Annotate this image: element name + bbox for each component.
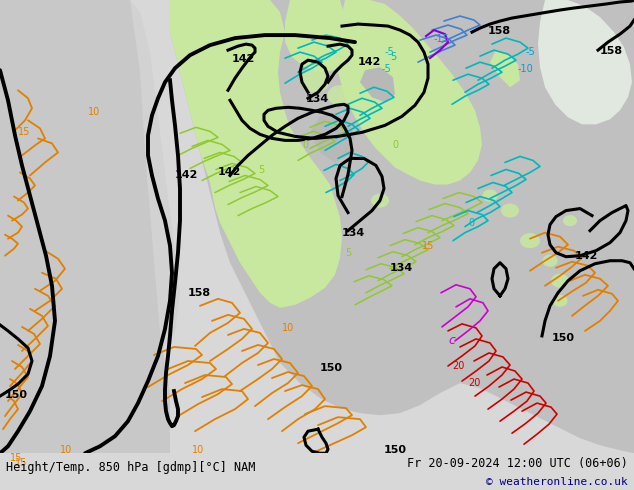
Text: 150: 150 bbox=[552, 333, 575, 343]
Text: 134: 134 bbox=[306, 94, 329, 104]
Text: 158: 158 bbox=[188, 288, 211, 298]
Text: 142: 142 bbox=[358, 57, 382, 67]
Text: 10: 10 bbox=[88, 107, 100, 117]
Text: 158: 158 bbox=[600, 46, 623, 56]
Text: 5: 5 bbox=[390, 52, 396, 62]
Text: 150: 150 bbox=[384, 445, 407, 455]
Polygon shape bbox=[0, 0, 170, 453]
Text: 5: 5 bbox=[345, 248, 351, 258]
Ellipse shape bbox=[370, 111, 390, 129]
Ellipse shape bbox=[520, 233, 540, 248]
Text: -5: -5 bbox=[526, 47, 536, 57]
Polygon shape bbox=[0, 0, 180, 453]
Ellipse shape bbox=[552, 295, 567, 307]
Polygon shape bbox=[170, 0, 342, 308]
Ellipse shape bbox=[391, 78, 409, 93]
Text: 134: 134 bbox=[342, 228, 365, 238]
Text: 15: 15 bbox=[18, 127, 30, 137]
Polygon shape bbox=[490, 50, 520, 87]
Text: Fr 20-09-2024 12:00 UTC (06+06): Fr 20-09-2024 12:00 UTC (06+06) bbox=[407, 457, 628, 470]
Text: 15: 15 bbox=[15, 458, 27, 468]
Text: 142: 142 bbox=[232, 54, 256, 64]
Text: 0: 0 bbox=[392, 141, 398, 150]
Text: -5: -5 bbox=[382, 64, 392, 74]
Text: -5: -5 bbox=[385, 47, 395, 57]
Ellipse shape bbox=[501, 203, 519, 218]
Text: -10: -10 bbox=[518, 64, 534, 74]
Text: 142: 142 bbox=[575, 251, 598, 261]
Text: 150: 150 bbox=[5, 390, 28, 400]
Text: © weatheronline.co.uk: © weatheronline.co.uk bbox=[486, 477, 628, 487]
Ellipse shape bbox=[408, 131, 432, 149]
Text: 134: 134 bbox=[390, 263, 413, 273]
Text: 20: 20 bbox=[468, 378, 481, 388]
Ellipse shape bbox=[563, 215, 577, 226]
Text: 142: 142 bbox=[218, 168, 242, 177]
Polygon shape bbox=[538, 0, 632, 124]
Text: 142: 142 bbox=[175, 171, 198, 180]
Ellipse shape bbox=[429, 150, 451, 167]
Ellipse shape bbox=[551, 274, 569, 288]
Text: 10: 10 bbox=[192, 445, 204, 455]
Polygon shape bbox=[360, 67, 395, 102]
Text: 20: 20 bbox=[452, 361, 464, 371]
Ellipse shape bbox=[328, 85, 353, 105]
Ellipse shape bbox=[543, 255, 557, 267]
Text: 10: 10 bbox=[60, 445, 72, 455]
Ellipse shape bbox=[482, 190, 498, 201]
Text: Height/Temp. 850 hPa [gdmp][°C] NAM: Height/Temp. 850 hPa [gdmp][°C] NAM bbox=[6, 461, 256, 474]
Text: c: c bbox=[448, 334, 455, 347]
Text: -15: -15 bbox=[434, 34, 450, 44]
Ellipse shape bbox=[300, 68, 330, 93]
Ellipse shape bbox=[371, 194, 389, 208]
Polygon shape bbox=[310, 112, 355, 163]
Text: 15: 15 bbox=[422, 241, 434, 251]
Ellipse shape bbox=[240, 48, 260, 63]
Polygon shape bbox=[335, 0, 482, 185]
Text: 150: 150 bbox=[320, 363, 343, 373]
Text: 10: 10 bbox=[282, 323, 294, 333]
Text: 0: 0 bbox=[468, 218, 474, 228]
Text: 158: 158 bbox=[488, 26, 511, 36]
Text: 5: 5 bbox=[258, 166, 264, 175]
Polygon shape bbox=[0, 0, 634, 453]
Text: 15: 15 bbox=[10, 453, 22, 463]
Polygon shape bbox=[285, 0, 348, 72]
Text: 0: 0 bbox=[302, 141, 308, 150]
